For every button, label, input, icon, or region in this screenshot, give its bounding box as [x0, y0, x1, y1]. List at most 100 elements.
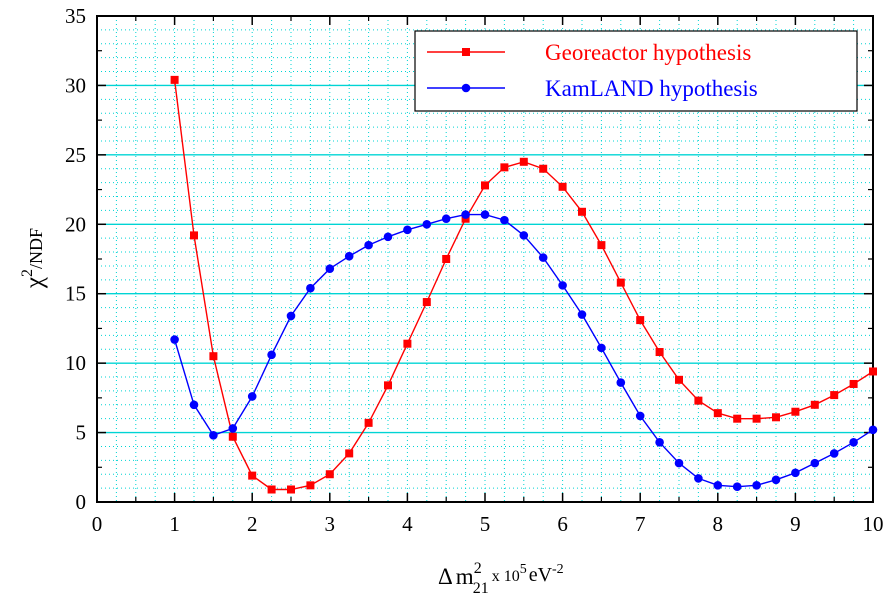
- data-point-kamland: [868, 425, 878, 435]
- legend-marker-georeactor: [462, 48, 470, 56]
- data-point-kamland: [713, 481, 723, 490]
- data-point-kamland: [364, 240, 373, 250]
- legend-box: [414, 30, 858, 112]
- data-point-kamland: [635, 411, 645, 421]
- data-point-kamland: [616, 378, 626, 387]
- data-point-georeactor: [306, 481, 315, 490]
- data-point-georeactor: [849, 379, 858, 388]
- axis-ticks: 0 1 2 3 4 5 6 7 8 9 10 0 5 10 15 20 25 30 35: [65, 4, 883, 536]
- data-point-georeactor: [578, 207, 586, 216]
- data-point-kamland: [771, 475, 781, 485]
- data-point-kamland: [189, 400, 199, 410]
- data-point-kamland: [752, 481, 761, 490]
- data-point-georeactor: [228, 432, 237, 441]
- data-point-georeactor: [170, 75, 179, 84]
- data-point-georeactor: [733, 414, 742, 423]
- y-tick-label: 20: [65, 212, 86, 236]
- x-tick-label: 6: [557, 512, 568, 536]
- data-point-georeactor: [364, 418, 373, 427]
- data-point-kamland: [286, 311, 296, 321]
- data-point-kamland: [267, 350, 276, 360]
- data-point-kamland: [694, 474, 703, 483]
- x-axis-title-unit-exponent: -2: [552, 562, 564, 577]
- data-point-kamland: [577, 310, 587, 319]
- data-point-kamland: [403, 225, 412, 235]
- series-group: [170, 75, 878, 494]
- data-point-kamland: [441, 214, 451, 224]
- data-point-georeactor: [500, 163, 509, 172]
- y-tick-label: 5: [76, 421, 87, 445]
- data-point-georeactor: [636, 316, 645, 325]
- series-line-kamland: [173, 213, 874, 488]
- x-tick-label: 0: [92, 512, 103, 536]
- x-axis-title-unit: eV: [529, 564, 553, 586]
- y-axis-title-rest: /NDF: [26, 228, 46, 269]
- y-axis-title: χ2/NDF: [19, 228, 48, 289]
- x-tick-label: 4: [402, 512, 413, 536]
- data-point-kamland: [655, 437, 664, 447]
- data-point-georeactor: [190, 231, 198, 240]
- data-point-georeactor: [442, 255, 451, 263]
- series-georeactor: [170, 75, 877, 494]
- data-point-kamland: [383, 232, 393, 242]
- legend-marker-kamland: [461, 83, 471, 93]
- data-point-georeactor: [422, 298, 431, 307]
- data-point-kamland: [325, 264, 335, 274]
- data-point-kamland: [597, 343, 606, 353]
- data-point-kamland: [538, 253, 548, 262]
- data-point-kamland: [170, 335, 179, 344]
- x-axis-title-delta: Δ: [438, 564, 453, 589]
- y-tick-label: 15: [65, 282, 86, 306]
- data-point-kamland: [732, 482, 742, 492]
- data-point-georeactor: [519, 157, 528, 166]
- data-point-kamland: [480, 210, 490, 219]
- data-point-georeactor: [325, 470, 334, 479]
- data-point-kamland: [209, 431, 218, 440]
- data-point-georeactor: [267, 485, 276, 494]
- x-tick-label: 8: [713, 512, 724, 536]
- data-point-kamland: [422, 219, 432, 229]
- x-tick-label: 2: [247, 512, 258, 536]
- x-axis-title-exponent: 5: [520, 562, 527, 577]
- data-point-georeactor: [869, 367, 877, 376]
- x-tick-label: 3: [325, 512, 336, 536]
- data-point-georeactor: [403, 339, 412, 348]
- data-point-georeactor: [830, 391, 839, 400]
- y-axis-title-chi: χ: [21, 277, 48, 289]
- data-point-georeactor: [675, 375, 683, 384]
- x-tick-label: 7: [635, 512, 646, 536]
- data-point-kamland: [791, 468, 800, 478]
- legend-label-kamland: KamLAND hypothesis: [545, 76, 758, 101]
- data-point-kamland: [500, 215, 509, 225]
- data-point-kamland: [558, 281, 567, 290]
- data-point-georeactor: [248, 471, 257, 480]
- data-point-georeactor: [597, 241, 606, 250]
- data-point-kamland: [306, 283, 315, 293]
- data-point-georeactor: [287, 485, 295, 494]
- data-point-kamland: [228, 424, 238, 433]
- x-axis-title-sub: 21: [473, 580, 489, 597]
- data-point-georeactor: [539, 164, 548, 173]
- x-axis-title-sup: 2: [474, 560, 482, 577]
- y-tick-label: 10: [65, 351, 86, 375]
- data-point-georeactor: [345, 449, 354, 458]
- data-point-georeactor: [209, 352, 218, 361]
- series-kamland: [170, 210, 878, 492]
- x-axis-title-m: m: [456, 564, 474, 589]
- data-point-georeactor: [616, 278, 625, 287]
- data-point-georeactor: [791, 407, 800, 416]
- data-point-kamland: [849, 437, 858, 447]
- x-axis-title-multiplier: x 10: [492, 568, 520, 585]
- data-point-kamland: [829, 449, 839, 458]
- data-point-kamland: [810, 458, 820, 468]
- data-point-kamland: [674, 458, 684, 468]
- data-point-georeactor: [694, 396, 703, 405]
- data-point-georeactor: [481, 181, 489, 190]
- data-point-georeactor: [655, 348, 664, 357]
- y-tick-label: 30: [65, 73, 86, 97]
- data-point-georeactor: [384, 381, 392, 390]
- x-tick-label: 9: [790, 512, 801, 536]
- y-tick-label: 0: [76, 490, 87, 514]
